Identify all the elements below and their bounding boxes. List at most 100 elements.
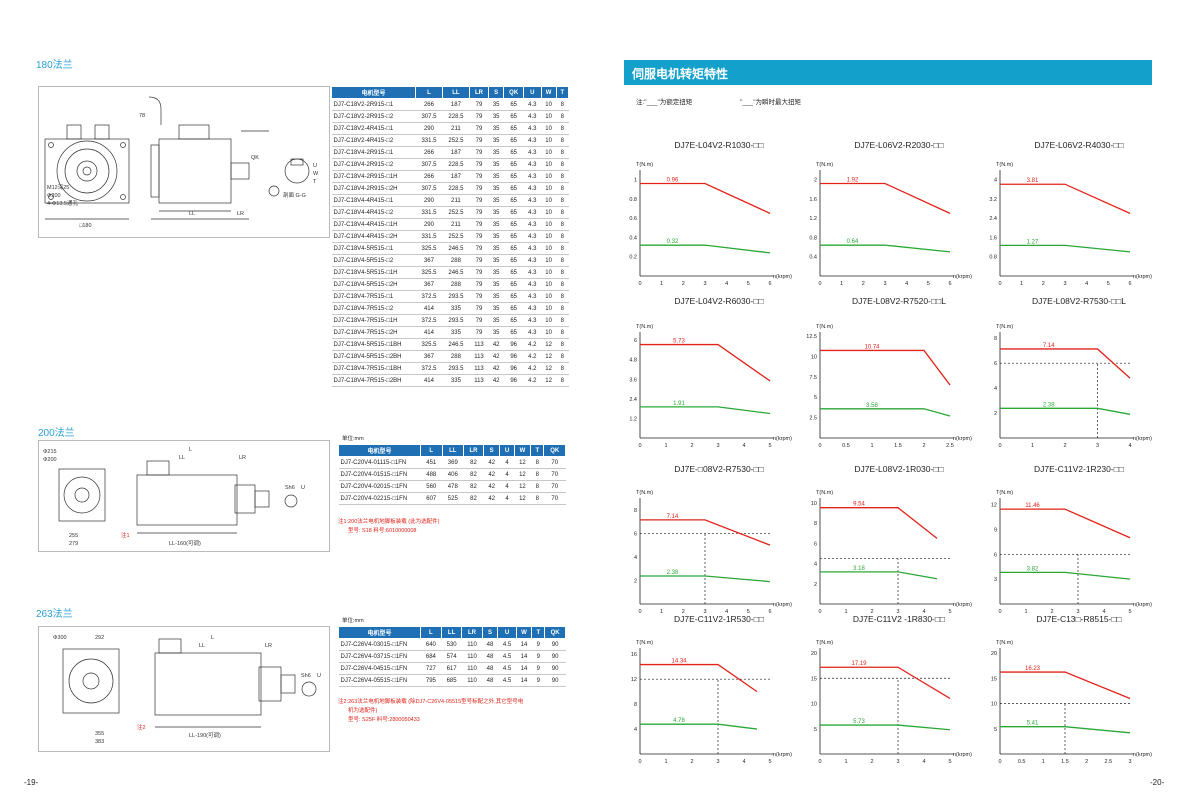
x-tick-label: 2 [870,759,873,765]
table-row: DJ7-C18V2-4R415-□1 290 211 79 35 65 4.3 10 8 [331,122,569,135]
series-rated [820,571,938,580]
table-cell: 4.3 [523,278,542,291]
torque-chart: T(N.m) n(krpm) 0 1 2 3 4 5 6 0.8 1.6 2.4 3.2 4 3.81 1.2… [986,156,1156,296]
table-cell: 246.5 [442,242,470,255]
table-cell: 488 [420,468,443,481]
table-cell: 35 [488,170,504,183]
data-label: 3.81 [1027,178,1039,184]
table-cell: 70 [543,456,566,469]
y-tick-label: 2.4 [989,216,997,222]
table-cell: 65 [503,98,524,111]
chart-svg: T(N.m) n(krpm) 0 1 2 3 4 5 6 0.4 0.8 1.2 1.6 2 1.92 0.6… [809,162,972,287]
table-cell: 325.5 [415,242,443,255]
y-axis-label: T(N.m) [636,324,653,330]
table-cell: 367 [415,254,443,267]
dim-lr: LR [237,211,244,217]
series-peak [640,182,771,214]
dim200-k: U [301,485,305,491]
table-cell: 79 [469,134,489,147]
table-cell: DJ7-C18V4-5R515-□2H [331,278,416,291]
table-cell: 79 [469,230,489,243]
table-cell: 331.5 [415,230,443,243]
table-cell: 367 [415,278,443,291]
table-cell: 35 [488,302,504,315]
drawing-263-flange: Φ300 292 L LL LR LL-190(可调) 355 383 注2 S… [38,626,330,752]
drawing-200-flange: Φ215 Φ200 L LL LR LL-160(可调) 279 255 注1 … [38,440,330,552]
table-cell: 8 [556,314,569,327]
y-tick-label: 5 [814,395,817,401]
table-row: DJ7-C18V4-5R515-□2 367 288 79 35 65 4.3 10 8 [331,254,569,267]
x-tick-label: 1 [1031,443,1034,449]
x-tick-label: 2 [922,443,925,449]
table-cell: 187 [442,98,470,111]
table-row: DJ7-C20V4-01115-□1FN 451 369 82 42 4 12 8 70 [338,456,566,469]
x-tick-label: 5 [768,443,771,449]
data-label: 3.18 [853,566,865,572]
table-cell: 70 [543,468,566,481]
x-tick-label: 5 [747,281,750,287]
table-cell: 79 [469,110,489,123]
x-tick-label: 0 [818,759,821,765]
table-cell: 113 [469,374,489,387]
col-s: S [481,626,499,639]
dim263-f: LL-190(可调) [189,731,221,739]
col-w: W [515,626,533,639]
x-tick-label: 3 [703,609,706,615]
y-tick-label: 0.8 [989,255,997,261]
col-model: 电机型号 [338,444,421,457]
y-tick-label: 15 [811,676,817,682]
table-cell: 35 [488,146,504,159]
series-peak [1000,508,1131,539]
table-cell: 414 [415,302,443,315]
series-peak [640,519,771,546]
table-cell: 110 [461,674,483,687]
x-tick-label: 6 [1128,281,1131,287]
y-tick-label: 2 [994,411,997,417]
data-label: 16.23 [1025,666,1041,672]
table-cell: 4.3 [523,158,542,171]
dim200-c: L [189,447,192,453]
table-cell: 8 [556,266,569,279]
col-ll: LL [440,626,463,639]
x-tick-label: 3 [896,609,899,615]
col-t: T [555,86,570,99]
x-tick-label: 3 [1063,281,1066,287]
table-cell: 4.2 [523,350,542,363]
table-cell: 79 [469,302,489,315]
table-header-row: 电机型号 L LL LR S QK U W T [331,86,570,99]
table-cell: 414 [415,374,443,387]
section-title-263: 263法兰 [36,609,73,620]
table-cell: 4.3 [523,122,542,135]
table-cell: 10 [541,242,557,255]
table-cell: 35 [488,182,504,195]
table-cell: 4.3 [523,146,542,159]
table-cell: 12 [541,362,557,375]
table-cell: 113 [469,338,489,351]
data-label: 9.54 [853,502,865,508]
table-cell: 65 [503,326,524,339]
table-cell: 14 [516,662,532,675]
table-cell: 48 [482,662,498,675]
series-peak [1000,183,1131,214]
x-tick-label: 2.5 [946,443,954,449]
table-row: DJ7-C18V4-4R415-□2 331.5 252.5 79 35 65 4.3 10 8 [331,206,569,219]
x-tick-label: 3 [1096,443,1099,449]
table-cell: 65 [503,110,524,123]
table-cell: 42 [488,362,504,375]
x-tick-label: 1.5 [894,443,902,449]
data-label: 4.78 [673,718,685,724]
col-qk: QK [543,444,566,457]
table-cell: 331.5 [415,134,443,147]
data-label: 3.58 [866,403,878,409]
table-cell: 10 [541,326,557,339]
y-tick-label: 0.8 [629,197,637,203]
table-cell: 478 [442,480,464,493]
table-row: DJ7-C18V4-2R915-□1 266 187 79 35 65 4.3 10 8 [331,146,569,159]
table-cell: 14 [516,650,532,663]
table-cell: 96 [503,362,524,375]
spec-table-180: 电机型号 L LL LR S QK U W T DJ7-C18V2-2R915-… [331,86,570,387]
col-t: T [531,626,546,639]
chart-svg: T(N.m) n(krpm) 0 0.5 1 1.5 2 2.5 3 5 10 15 20 16.23 5.… [991,640,1152,765]
table-cell: DJ7-C20V4-01515-□1FN [338,468,421,481]
